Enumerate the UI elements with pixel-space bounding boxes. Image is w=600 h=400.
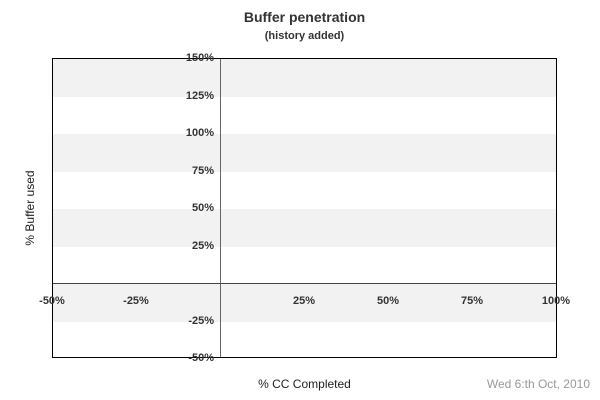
chart-subtitle: (history added) bbox=[264, 30, 345, 42]
y-tick-label: -25% bbox=[188, 315, 214, 327]
y-tick-label: 100% bbox=[185, 127, 214, 139]
y-tick-label: 125% bbox=[185, 90, 214, 102]
x-axis-line bbox=[53, 283, 556, 284]
chart-title: Buffer penetration bbox=[243, 9, 366, 25]
y-tick-label: -50% bbox=[188, 352, 214, 364]
grid-band bbox=[53, 284, 556, 322]
grid-band bbox=[53, 134, 556, 172]
y-tick-label: 25% bbox=[191, 240, 214, 252]
y-axis-line bbox=[220, 59, 221, 357]
y-tick-label: 50% bbox=[191, 202, 214, 214]
grid-band bbox=[53, 209, 556, 247]
grid-band bbox=[53, 59, 556, 97]
x-tick-label: 75% bbox=[460, 295, 484, 307]
x-tick-label: -50% bbox=[39, 295, 65, 307]
x-tick-label: 100% bbox=[541, 295, 571, 307]
x-tick-label: 50% bbox=[376, 295, 400, 307]
x-axis-title: % CC Completed bbox=[258, 377, 351, 391]
plot-area bbox=[52, 58, 557, 358]
x-tick-label: -25% bbox=[123, 295, 149, 307]
x-tick-label: 25% bbox=[292, 295, 316, 307]
y-tick-label: 75% bbox=[191, 165, 214, 177]
y-tick-label: 150% bbox=[185, 52, 214, 64]
date-label: Wed 6:th Oct, 2010 bbox=[486, 377, 590, 391]
y-axis-title: % Buffer used bbox=[23, 170, 37, 246]
